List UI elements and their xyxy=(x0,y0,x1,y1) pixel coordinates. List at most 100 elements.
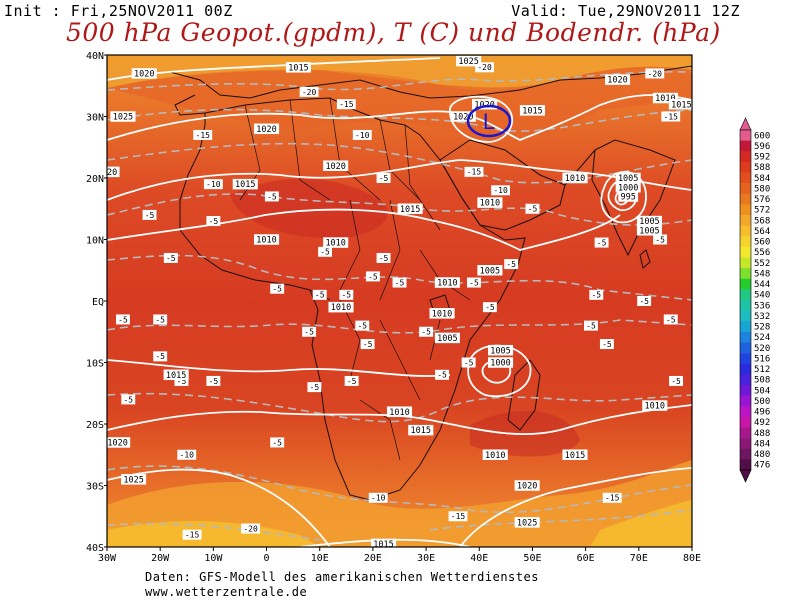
temperature-label-text: -15 xyxy=(196,131,211,140)
pressure-label: 1015 xyxy=(371,538,397,547)
temperature-label-box xyxy=(352,129,372,140)
isotherm-line xyxy=(107,509,692,541)
isobar-line xyxy=(107,404,692,435)
temperature-label-text: -5 xyxy=(310,383,320,392)
temperature-label-box xyxy=(599,339,614,350)
temperature-label-text: -5 xyxy=(315,291,325,300)
temperature-label: -10 xyxy=(352,129,372,140)
temperature-label-box xyxy=(583,320,598,331)
isobar-line xyxy=(107,159,692,201)
pressure-label-box xyxy=(323,160,349,171)
temperature-label: -15 xyxy=(602,492,622,503)
pressure-label: 1015 xyxy=(562,449,588,461)
temperature-label: -10 xyxy=(203,179,223,190)
map-plot-area: -20 -20 -20 -15 -15 -15 -10 -15 -10 -5 -10 -5 -5 -5 -5… xyxy=(97,55,692,547)
pressure-label-box xyxy=(434,332,460,344)
lon-tick-label: 80E xyxy=(683,553,701,564)
pressure-label-box xyxy=(488,357,514,368)
colorbar-swatch xyxy=(740,268,751,280)
colorbar-label: 536 xyxy=(754,301,770,311)
colorbar-swatch xyxy=(740,448,751,460)
temperature-label-box xyxy=(339,289,354,300)
temperature-label: -15 xyxy=(336,99,356,110)
latitude-axis: 40N 30N 20N 10N EQ 10S 20S 30S 40S xyxy=(86,51,107,554)
pressure-label: 1010 xyxy=(434,277,460,289)
pressure-label: 1010 xyxy=(477,197,503,209)
lat-tick-label: 10N xyxy=(86,236,104,247)
colorbar-swatch xyxy=(740,427,751,439)
temperature-label-box xyxy=(376,252,391,263)
pressure-label: 1005 xyxy=(636,215,662,227)
temperature-label-box xyxy=(270,283,285,294)
lat-tick-label: EQ xyxy=(92,297,104,308)
pressure-label-box xyxy=(110,111,136,122)
temperature-label: -5 xyxy=(270,283,285,294)
pressure-label-text: 1010 xyxy=(565,174,585,184)
pressure-label: 1015 xyxy=(285,62,311,73)
pressure-label-text: 1010 xyxy=(325,239,345,249)
temperature-label-box xyxy=(663,314,678,325)
pressure-label-text: 1015 xyxy=(235,180,255,190)
pressure-label: 1005 xyxy=(636,225,662,236)
pressure-label-text: 1015 xyxy=(671,100,691,110)
temperature-label-text: -15 xyxy=(185,531,200,540)
lon-tick-label: 70E xyxy=(630,553,648,564)
temperature-label-box xyxy=(661,111,681,122)
temperature-label-box xyxy=(163,252,178,263)
colorbar-swatch xyxy=(740,300,751,311)
temperature-label-box xyxy=(299,86,319,97)
north-cold-region xyxy=(107,55,692,91)
pressure-label-text: 1020 xyxy=(607,76,627,86)
pressure-label-box xyxy=(615,181,641,193)
temperature-label: -10 xyxy=(368,492,388,503)
isotherm-line xyxy=(107,254,692,301)
temperature-label: -5 xyxy=(365,271,380,282)
temperature-label-text: -5 xyxy=(597,238,607,247)
temperature-label: -5 xyxy=(663,314,678,325)
pressure-label: 1000 xyxy=(488,357,514,369)
colorbar-label: 540 xyxy=(754,291,770,301)
temperature-label-text: -5 xyxy=(506,260,516,269)
colorbar-label: 552 xyxy=(754,259,770,269)
pressure-label-box xyxy=(477,265,503,276)
temperature-label-text: -5 xyxy=(437,371,447,380)
temperature-label-box xyxy=(365,271,380,282)
pressure-label-box xyxy=(605,74,631,85)
colorbar-swatch xyxy=(740,278,751,290)
temperature-label-text: -10 xyxy=(180,451,195,460)
pressure-label-text: 1025 xyxy=(123,475,143,485)
lon-tick-label: 30W xyxy=(98,553,117,564)
colorbar-top-arrow xyxy=(739,117,752,131)
colorbar-label: 580 xyxy=(754,184,770,194)
temperature-label-text: -15 xyxy=(467,168,482,177)
temperature-label: -20 xyxy=(475,62,495,73)
colorbar-swatch xyxy=(740,130,751,141)
colorbar-swatch xyxy=(740,151,751,163)
arabian-peninsula xyxy=(439,139,566,231)
temperature-label-box xyxy=(360,339,375,350)
isotherm-line xyxy=(107,142,692,184)
lon-tick-label: 0 xyxy=(264,553,270,564)
temperature-label-text: -5 xyxy=(267,192,277,201)
pressure-label-text: 1010 xyxy=(256,236,276,246)
temperature-label-text: -5 xyxy=(602,340,612,349)
temperature-label-box xyxy=(392,277,407,288)
temperature-label-box xyxy=(193,129,213,140)
temperature-label: -5 xyxy=(344,375,359,386)
pressure-label-text: 1010 xyxy=(331,303,351,313)
madagascar-island xyxy=(507,359,541,431)
pressure-label-box xyxy=(652,92,678,104)
pressure-label: 1020 xyxy=(97,166,120,178)
temperature-label-box xyxy=(241,523,261,534)
longitude-axis: 30W 20W 10W 0 10E 20E 30E 40E 50E 60E 70E 80E xyxy=(98,547,701,564)
temperature-label: -5 xyxy=(589,289,604,300)
colorbar-label: 516 xyxy=(754,354,770,364)
lat-tick-label: 10S xyxy=(86,359,104,370)
pressure-label-text: 1015 xyxy=(411,426,431,436)
colorbar-label: 528 xyxy=(754,323,770,333)
pressure-label-box xyxy=(450,111,476,122)
pressure-label: 1020 xyxy=(323,160,349,172)
temperature-label-box xyxy=(177,449,197,460)
colorbar-swatch xyxy=(740,416,751,428)
pressure-label-text: 1020 xyxy=(97,168,117,178)
